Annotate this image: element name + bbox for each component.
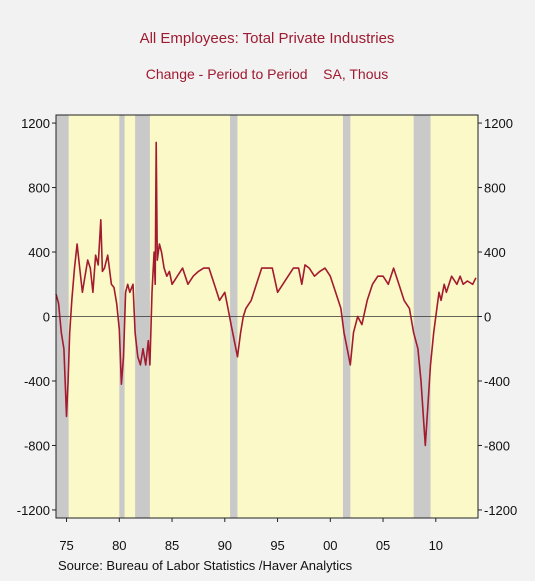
x-axis: 75 80 85 90 95 00 05 10 [59, 518, 443, 553]
chart-subtitle: Change - Period to Period SA, Thous [146, 66, 389, 82]
y-tick-label-right: 400 [484, 245, 506, 260]
y-tick-label-left: -1200 [17, 503, 50, 518]
right-y-axis: 1200 800 400 0 -400 -800 -1200 [478, 116, 517, 518]
y-tick-label-left: 0 [43, 310, 50, 325]
y-tick-label-left: 800 [28, 181, 50, 196]
chart-title: All Employees: Total Private Industries [140, 30, 395, 47]
x-tick-label: 90 [218, 538, 232, 553]
y-tick-label-left: 400 [28, 245, 50, 260]
y-tick-label-right: 1200 [484, 116, 513, 131]
left-y-axis: 1200 800 400 0 -400 -800 -1200 [17, 116, 56, 518]
y-tick-label-right: -400 [484, 374, 510, 389]
x-tick-label: 00 [323, 538, 337, 553]
y-tick-label-left: -400 [24, 374, 50, 389]
y-tick-label-right: 800 [484, 181, 506, 196]
y-tick-label-right: -1200 [484, 503, 517, 518]
x-tick-label: 75 [59, 538, 73, 553]
x-tick-label: 80 [112, 538, 126, 553]
y-tick-label-right: 0 [484, 310, 491, 325]
x-tick-label: 85 [165, 538, 179, 553]
y-tick-label-left: 1200 [21, 116, 50, 131]
series-line [55, 141, 477, 447]
x-tick-label: 05 [376, 538, 390, 553]
y-tick-label-right: -800 [484, 438, 510, 453]
x-tick-label: 95 [270, 538, 284, 553]
source-note: Source: Bureau of Labor Statistics /Have… [58, 558, 353, 573]
y-tick-label-left: -800 [24, 438, 50, 453]
x-tick-label: 10 [429, 538, 443, 553]
